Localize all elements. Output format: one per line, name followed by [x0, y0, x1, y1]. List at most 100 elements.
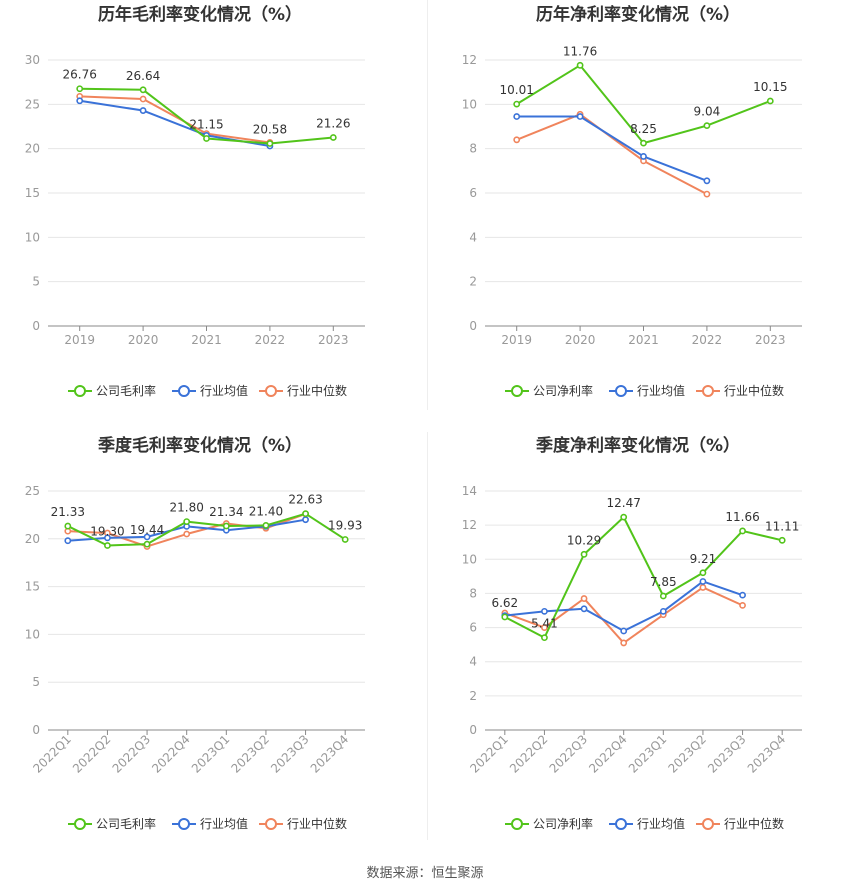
- x-tick-label: 2022: [692, 333, 723, 347]
- data-label: 12.47: [607, 496, 641, 510]
- data-point-company: [620, 513, 628, 521]
- data-point-avg: [302, 516, 309, 524]
- y-tick-label: 30: [25, 53, 40, 67]
- legend-label: 行业均值: [637, 383, 685, 398]
- data-point-median: [139, 95, 147, 103]
- chart-title: 历年毛利率变化情况（%）: [98, 4, 302, 25]
- y-tick-label: 5: [32, 275, 40, 289]
- y-tick-label: 4: [469, 230, 477, 244]
- data-label: 21.26: [316, 116, 350, 130]
- y-tick-label: 10: [25, 230, 40, 244]
- x-tick-label: 2023Q4: [745, 732, 789, 776]
- legend-label: 公司净利率: [533, 383, 593, 398]
- y-tick-label: 2: [469, 275, 477, 289]
- data-label: 26.64: [126, 69, 160, 83]
- data-label: 6.62: [491, 596, 518, 610]
- x-tick-label: 2021: [628, 333, 659, 347]
- data-label: 21.80: [170, 501, 204, 515]
- data-point-company: [703, 122, 711, 130]
- data-point-company: [143, 540, 151, 548]
- legend-marker: [178, 818, 190, 830]
- y-tick-label: 20: [25, 532, 40, 546]
- y-tick-label: 2: [469, 689, 477, 703]
- data-point-median: [739, 601, 746, 609]
- x-tick-label: 2023: [318, 333, 349, 347]
- data-label: 7.85: [650, 575, 677, 589]
- y-tick-label: 0: [469, 319, 477, 333]
- data-point-median: [183, 530, 191, 538]
- legend-item-company: 公司毛利率: [68, 816, 156, 831]
- legend-item-company: 公司净利率: [505, 383, 593, 398]
- legend-marker: [702, 818, 714, 830]
- data-point-avg: [104, 534, 111, 542]
- data-label: 11.76: [563, 44, 597, 58]
- legend-item-avg: 行业均值: [609, 383, 685, 398]
- legend-item-avg: 行业均值: [172, 383, 248, 398]
- x-tick-label: 2021: [191, 333, 222, 347]
- y-tick-label: 14: [462, 484, 477, 498]
- data-label: 20.58: [253, 123, 287, 137]
- y-tick-label: 15: [25, 186, 40, 200]
- data-label: 22.63: [288, 493, 322, 507]
- series-line-avg: [516, 115, 708, 182]
- x-tick-label: 2020: [128, 333, 159, 347]
- x-tick-label: 2022Q1: [30, 732, 74, 776]
- legend-item-company: 公司毛利率: [68, 383, 156, 398]
- y-tick-label: 0: [469, 723, 477, 737]
- chart-3: 季度毛利率变化情况（%） 0 5 10 15 20 25 2022Q12022Q22022Q3…: [25, 435, 365, 831]
- y-tick-label: 6: [469, 186, 477, 200]
- data-point-company: [104, 542, 111, 549]
- y-tick-label: 6: [469, 621, 477, 635]
- legend-item-median: 行业中位数: [696, 816, 784, 831]
- chart-title: 季度毛利率变化情况（%）: [98, 435, 302, 456]
- y-tick-label: 25: [25, 484, 40, 498]
- data-point-company: [262, 522, 270, 529]
- data-point-company: [541, 634, 548, 642]
- data-point-avg: [143, 533, 151, 541]
- data-point-company: [659, 592, 667, 600]
- x-tick-label: 2023Q3: [705, 732, 749, 776]
- legend-marker: [74, 818, 86, 830]
- data-point-median: [513, 136, 521, 144]
- data-point-avg: [699, 578, 707, 585]
- chart-1: 历年毛利率变化情况（%） 0 5 10 15 20 25 30 2019 2020 2021 2022…: [25, 4, 365, 398]
- data-point-avg: [139, 107, 147, 114]
- legend-marker: [702, 385, 714, 397]
- x-tick-label: 2022Q3: [110, 732, 154, 776]
- data-point-company: [203, 135, 210, 142]
- data-point-company: [302, 510, 309, 518]
- data-point-avg: [703, 177, 711, 185]
- legend-marker: [511, 818, 523, 830]
- data-point-company: [766, 97, 774, 105]
- x-tick-label: 2023: [755, 333, 786, 347]
- y-tick-label: 0: [32, 319, 40, 333]
- data-label: 8.25: [630, 122, 657, 136]
- x-tick-label: 2019: [501, 333, 532, 347]
- data-label: 19.44: [130, 523, 164, 537]
- legend-marker: [265, 385, 277, 397]
- x-tick-label: 2022Q1: [467, 732, 511, 776]
- x-tick-label: 2023Q3: [268, 732, 312, 776]
- data-point-avg: [580, 605, 588, 613]
- data-label: 19.30: [90, 524, 124, 538]
- data-point-company: [580, 550, 588, 558]
- legend-item-median: 行业中位数: [696, 383, 784, 398]
- data-label: 19.93: [328, 518, 362, 532]
- data-label: 21.33: [51, 505, 85, 519]
- data-point-company: [341, 536, 349, 543]
- data-label: 9.21: [690, 552, 717, 566]
- data-label: 11.11: [765, 519, 799, 533]
- x-tick-label: 2022Q2: [507, 732, 551, 776]
- data-point-avg: [513, 113, 521, 120]
- legend-item-median: 行业中位数: [259, 816, 347, 831]
- data-point-company: [513, 100, 521, 108]
- x-tick-label: 2023Q4: [308, 732, 352, 776]
- data-label: 26.76: [63, 68, 97, 82]
- y-tick-label: 12: [462, 518, 477, 532]
- data-point-company: [266, 140, 274, 147]
- y-tick-label: 25: [25, 97, 40, 111]
- y-tick-label: 8: [469, 142, 477, 156]
- y-tick-label: 0: [32, 723, 40, 737]
- data-point-company: [64, 522, 72, 530]
